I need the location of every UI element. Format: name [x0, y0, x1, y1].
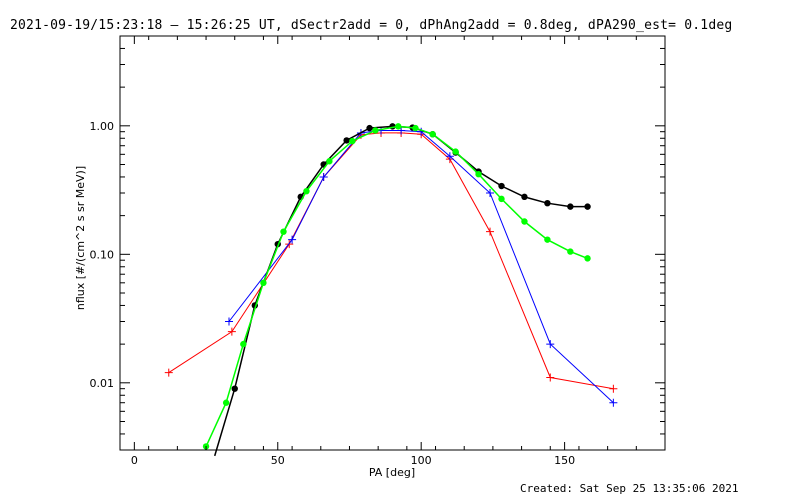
series-2-point: [231, 385, 238, 392]
series-3-point: [544, 236, 551, 243]
series-2-point: [584, 203, 591, 210]
series-0-point: [227, 327, 236, 336]
x-tick-label: 150: [554, 454, 575, 467]
series-3-point: [412, 124, 419, 132]
series-3-point: [584, 255, 591, 262]
x-axis-label: PA [deg]: [369, 466, 415, 479]
series-2-point: [366, 124, 373, 132]
series-2-point: [498, 182, 505, 190]
series-3-point: [303, 187, 310, 195]
y-tick-label: 0.10: [90, 248, 115, 261]
series-3-point: [475, 171, 482, 178]
series-0-point: [486, 227, 495, 236]
series-0-line: [168, 132, 614, 390]
y-tick-label: 1.00: [90, 120, 115, 133]
series-3-point: [521, 218, 528, 225]
x-tick-label: 100: [411, 454, 432, 467]
series-1-point: [397, 126, 406, 135]
data-layer: [164, 123, 618, 457]
x-tick-label: 50: [271, 454, 285, 467]
series-1-point: [225, 317, 233, 326]
chart-title: 2021-09-19/15:23:18 – 15:26:25 UT, dSect…: [10, 18, 733, 33]
series-2-point: [567, 203, 574, 210]
series-1-point: [486, 189, 495, 198]
series-1-point: [609, 398, 618, 407]
series-3-point: [567, 248, 574, 255]
axis-layer: 0 50 100 150 0.01 0.10 1.00: [90, 36, 666, 467]
series-3-point: [452, 148, 459, 155]
series-3-line: [205, 125, 588, 447]
y-tick-label: 0.01: [90, 377, 115, 390]
series-1-point: [546, 340, 555, 349]
created-timestamp: Created: Sat Sep 25 13:35:06 2021: [520, 482, 739, 495]
series-2-point: [343, 137, 350, 144]
series-3-point: [372, 127, 379, 134]
series-3-point: [222, 399, 230, 406]
series-3-point: [349, 137, 356, 145]
series-1-line: [228, 130, 614, 404]
x-tick-label: 0: [131, 454, 138, 467]
plot-frame: [119, 35, 666, 451]
series-1-point: [288, 235, 297, 244]
series-2-point: [544, 199, 551, 207]
y-axis-label: nflux [#/(cm^2 s sr MeV)]: [74, 166, 87, 310]
series-2-line: [213, 125, 588, 457]
series-2-point: [521, 193, 528, 201]
series-3-point: [498, 195, 505, 203]
series-0-point: [164, 368, 173, 377]
series-3-point: [240, 340, 247, 348]
series-3-point: [326, 158, 333, 165]
series-0-point: [609, 384, 618, 393]
series-3-point: [280, 228, 287, 235]
series-1-point: [445, 152, 454, 161]
series-3-point: [260, 279, 267, 287]
series-0-point: [546, 373, 555, 382]
series-3-point: [395, 123, 402, 130]
series-1-point: [319, 172, 328, 181]
series-3-point: [429, 131, 436, 138]
